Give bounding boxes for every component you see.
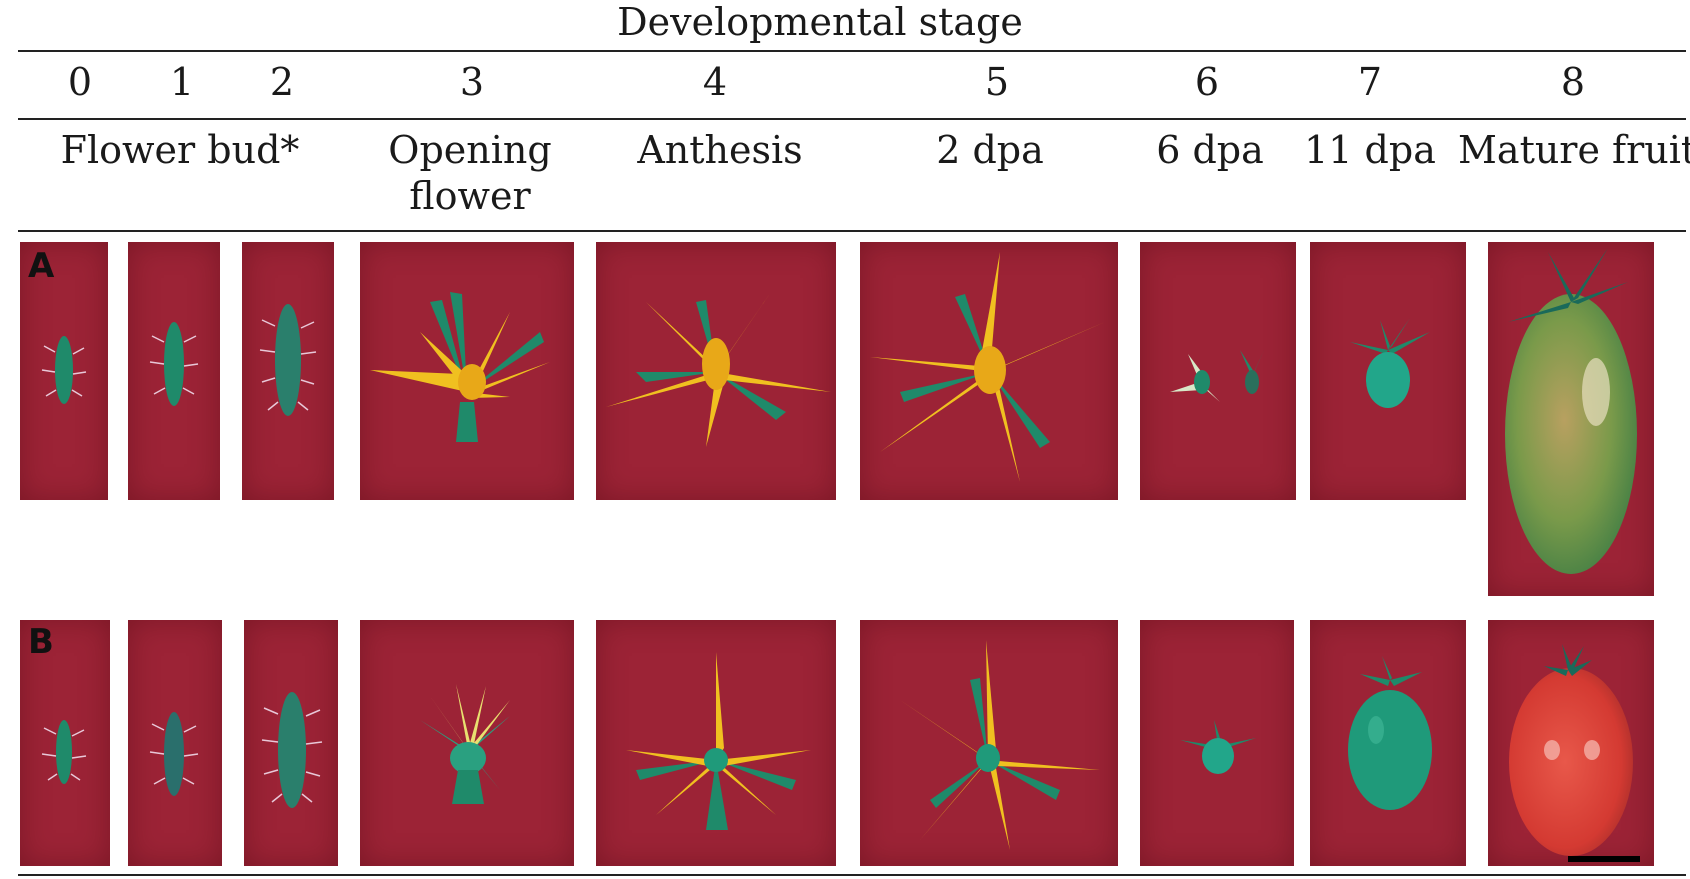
stage-number: 6 — [1194, 60, 1220, 104]
photo-row-b-stage-2 — [244, 620, 338, 866]
rule-middle — [18, 118, 1686, 120]
photo-row-b-stage-3 — [360, 620, 574, 866]
stage-description: 11 dpa — [1304, 128, 1436, 172]
photo-row-a-stage-5 — [860, 242, 1118, 500]
stage-description: Anthesis — [637, 128, 803, 172]
photo-row-b-stage-1 — [128, 620, 222, 866]
header-title: Developmental stage — [617, 0, 1023, 44]
stage-number: 4 — [702, 60, 728, 104]
photo-row-b-stage-4 — [596, 620, 836, 866]
stage-description: flower — [409, 174, 531, 218]
photo-row-a-stage-8 — [1488, 242, 1654, 596]
photo-row-a-stage-7 — [1310, 242, 1466, 500]
flower-icon — [606, 292, 831, 447]
photo-row-a-stage-2 — [242, 242, 334, 500]
flower-bud-icon — [149, 712, 199, 796]
rule-bottom — [18, 874, 1686, 876]
row-label-b: B — [28, 622, 54, 662]
stage-number: 3 — [459, 60, 485, 104]
stage-description: 2 dpa — [936, 128, 1044, 172]
stage-number: 0 — [67, 60, 93, 104]
photo-row-a-stage-3 — [360, 242, 574, 500]
flower-bud-icon — [261, 692, 323, 808]
small-fruit-icon — [1350, 318, 1430, 408]
flower-bud-icon — [149, 322, 199, 406]
small-fruit-icon — [1170, 350, 1264, 402]
stage-description: Mature fruit — [1458, 128, 1690, 172]
photo-row-b-stage-8 — [1488, 620, 1654, 866]
flower-bud-icon — [259, 304, 317, 416]
photo-row-b-stage-6 — [1140, 620, 1294, 866]
flower-bud-icon — [41, 336, 87, 404]
flower-icon — [870, 252, 1105, 482]
stage-number: 5 — [984, 60, 1010, 104]
photo-row-a-stage-1 — [128, 242, 220, 500]
stage-description: Flower bud* — [60, 128, 300, 172]
small-fruit-icon — [1348, 656, 1432, 810]
stage-number: 7 — [1357, 60, 1383, 104]
photo-row-a-stage-0 — [20, 242, 108, 500]
flower-icon — [420, 684, 510, 804]
stage-description: Opening — [388, 128, 552, 172]
flower-bud-icon — [41, 720, 87, 784]
rule-top — [18, 50, 1686, 52]
small-fruit-icon — [1180, 720, 1256, 774]
photo-row-b-stage-0 — [20, 620, 110, 866]
row-label-a: A — [28, 246, 55, 286]
stage-number: 2 — [269, 60, 295, 104]
photo-row-a-stage-6 — [1140, 242, 1296, 500]
photo-row-b-stage-7 — [1310, 620, 1466, 866]
scale-bar — [1568, 856, 1640, 862]
mature-fruit-icon — [1509, 644, 1633, 856]
stage-number: 8 — [1560, 60, 1586, 104]
stage-number: 1 — [169, 60, 195, 104]
flower-icon — [370, 292, 550, 442]
photo-row-b-stage-5 — [860, 620, 1118, 866]
mature-fruit-icon — [1505, 248, 1637, 574]
stage-description: 6 dpa — [1156, 128, 1264, 172]
photo-row-a-stage-4 — [596, 242, 836, 500]
flower-icon — [900, 640, 1100, 850]
rule-header-bottom — [18, 230, 1686, 232]
flower-icon — [626, 652, 811, 830]
